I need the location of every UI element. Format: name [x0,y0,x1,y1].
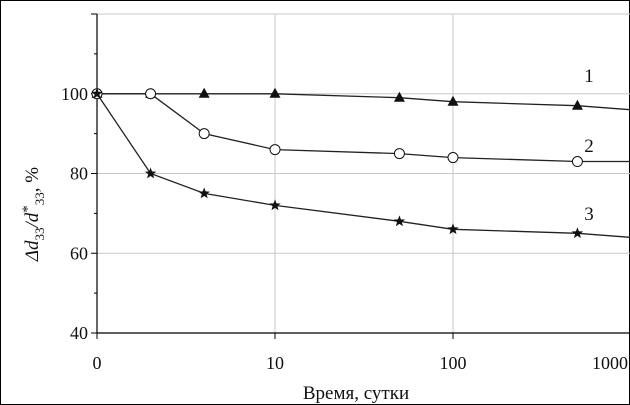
x-tick-label: 10 [266,353,284,373]
triangle-marker [447,95,459,106]
y-tick-label: 40 [70,323,88,343]
star-marker [571,227,584,239]
triangle-marker [198,87,210,98]
axes [91,13,630,339]
y-tick-label: 80 [70,164,88,184]
y-axis-label-star: * [20,205,36,213]
triangle-marker [269,87,281,98]
star-marker [198,187,210,199]
circle-marker [145,88,157,100]
y-axis-label-slash: /d [22,212,43,228]
circle-marker [269,144,281,156]
y-axis-label-sub1: 33 [32,227,47,240]
series: 1 2 3 [91,66,630,239]
star-marker [269,199,281,211]
y-axis-label: Δd33/d*33, % [20,167,47,262]
star-marker [447,223,459,235]
triangle-marker [571,99,583,110]
series-line [97,93,630,163]
triangle-marker [393,91,405,102]
y-axis-label-unit: , % [22,167,43,193]
series-line [96,93,630,238]
circle-marker [571,156,583,168]
grid [97,13,630,333]
series-3: 3 [91,87,630,239]
circle-marker [198,128,210,140]
series-label: 1 [584,66,594,87]
y-axis-label-sub2: 33 [32,192,47,205]
circle-marker [393,148,405,160]
star-marker [144,167,157,179]
star-marker [91,87,103,99]
y-tick-label: 60 [70,243,88,263]
x-tick-label: 1000 [592,353,628,373]
series-label: 3 [584,204,594,225]
y-tick-label: 100 [61,84,88,104]
x-tick-label: 0 [93,353,102,373]
series-1: 1 [91,66,630,111]
y-axis-label-main: Δd [22,240,43,262]
series-2: 2 [91,88,630,168]
series-label: 2 [584,136,594,157]
circle-marker [447,152,459,164]
star-marker [393,215,406,227]
series-line [97,93,630,111]
x-tick-label: 100 [440,353,467,373]
x-axis-label: Время, сутки [303,383,409,404]
